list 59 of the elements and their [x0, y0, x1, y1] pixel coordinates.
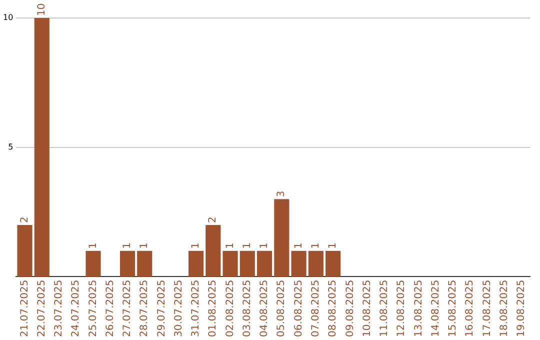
x-tick-label: 28.07.2025	[139, 280, 150, 338]
data-label: 1	[190, 242, 202, 249]
x-tick-label: 09.08.2025	[344, 280, 356, 338]
x-tick-label: 05.08.2025	[276, 280, 288, 338]
x-tick-label: 27.07.2025	[122, 280, 134, 338]
bar	[274, 199, 290, 277]
data-label: 2	[19, 216, 30, 223]
bar	[34, 18, 50, 277]
data-label: 1	[224, 242, 236, 249]
x-tick-label: 22.07.2025	[36, 280, 48, 338]
data-label: 2	[208, 216, 219, 223]
bar	[188, 250, 204, 277]
data-label: 1	[122, 242, 134, 249]
x-tick-label: 29.07.2025	[156, 280, 168, 338]
bar	[240, 250, 255, 277]
bar	[120, 250, 136, 277]
bar	[137, 250, 152, 277]
data-label: 3	[276, 190, 288, 198]
x-tick-label: 07.08.2025	[310, 280, 322, 338]
x-tick-label: 23.07.2025	[54, 280, 65, 338]
x-tick-label: 16.08.2025	[464, 280, 476, 338]
x-tick-label: 18.08.2025	[498, 280, 510, 338]
bar	[17, 224, 32, 277]
x-tick-label: 19.08.2025	[516, 280, 528, 338]
x-tick-label: 30.07.2025	[173, 280, 184, 338]
x-tick-label: 15.08.2025	[448, 280, 459, 338]
bar	[256, 250, 272, 277]
x-tick-label: 17.08.2025	[482, 280, 493, 338]
data-label: 1	[242, 242, 253, 249]
x-tick-label: 24.07.2025	[70, 280, 82, 338]
x-tick-label: 08.08.2025	[328, 280, 339, 338]
x-tick-label: 13.08.2025	[413, 280, 424, 338]
bar	[308, 250, 324, 277]
bar	[326, 250, 341, 277]
x-tick-label: 04.08.2025	[259, 280, 270, 338]
x-tick-label: 21.07.2025	[19, 280, 30, 338]
data-label: 1	[259, 242, 270, 249]
y-tick-label: 5	[8, 142, 14, 152]
x-tick-label: 11.08.2025	[379, 280, 390, 338]
x-tick-label: 14.08.2025	[430, 280, 442, 338]
x-tick-label: 25.07.2025	[88, 280, 99, 338]
data-label: 10	[36, 3, 48, 16]
x-tick-label: 03.08.2025	[242, 280, 253, 338]
x-tick-label: 01.08.2025	[208, 280, 219, 338]
x-tick-label: 10.08.2025	[362, 280, 373, 338]
bar	[206, 224, 221, 277]
x-tick-label: 31.07.2025	[190, 280, 202, 338]
bar	[291, 250, 306, 277]
x-tick-label: 26.07.2025	[104, 280, 116, 338]
data-label: 1	[328, 242, 339, 249]
data-label: 1	[310, 242, 322, 249]
x-tick-label: 12.08.2025	[396, 280, 408, 338]
data-label: 1	[88, 242, 99, 249]
x-tick-label: 06.08.2025	[293, 280, 304, 338]
bar	[86, 250, 101, 277]
bar	[222, 250, 238, 277]
data-label: 1	[139, 242, 150, 249]
data-label: 1	[293, 242, 304, 249]
x-tick-label: 02.08.2025	[224, 280, 236, 338]
